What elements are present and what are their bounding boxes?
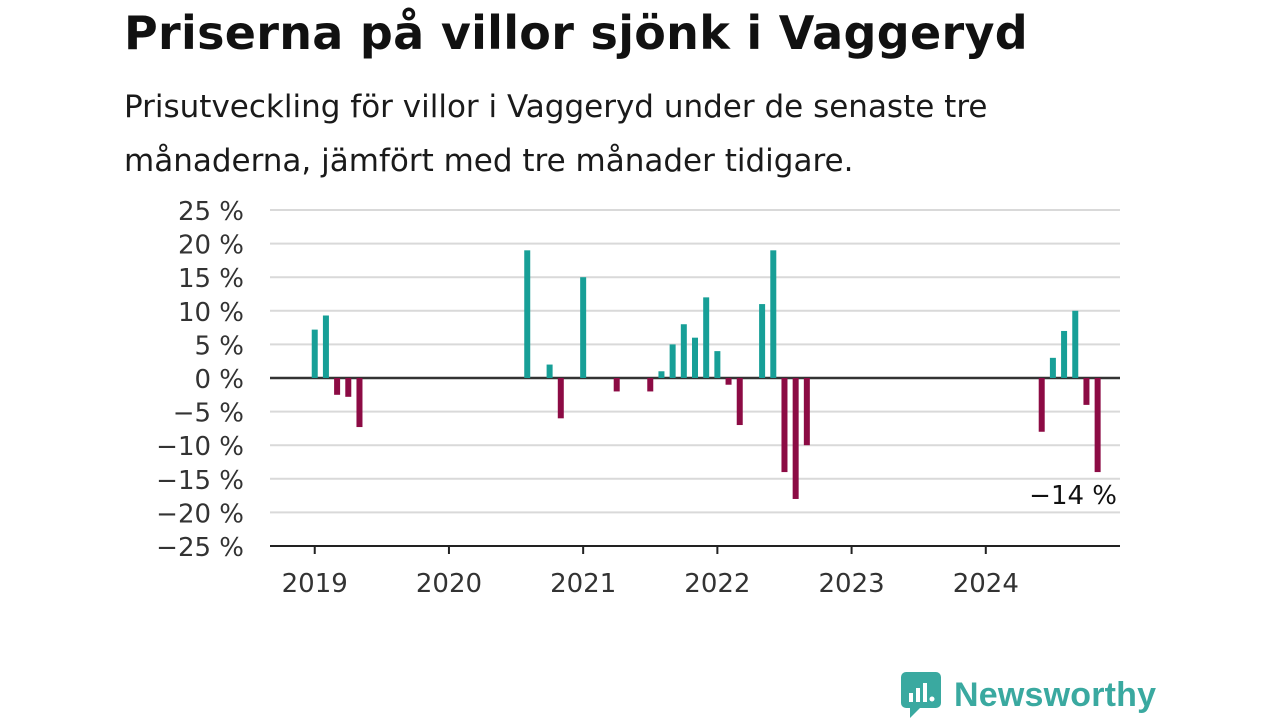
x-tick-label: 2023 [818,569,884,599]
bar [714,351,721,378]
bar [580,277,587,378]
bar [356,378,363,428]
bar [647,378,654,392]
y-tick-label: 15 % [178,264,244,294]
bar [546,364,553,378]
y-axis-labels: 25 % 20 %15 % 10 %5 % 0 % −5 %−10 % −15 %−20 … [156,197,244,563]
bar [803,378,810,446]
bar [322,315,329,378]
bar [770,250,777,378]
bar [613,378,620,392]
bars [311,250,1101,499]
newsworthy-logo-icon [901,672,941,718]
bar [680,324,687,378]
brand-logo: Newsworthy [900,670,1156,720]
bar [759,304,766,378]
bar [792,378,799,499]
x-axis: 2019 2020 2021 2022 2023 2024 [270,545,1120,599]
bar [1061,330,1068,378]
x-tick-label: 2020 [416,569,482,599]
page-title: Priserna på villor sjönk i Vaggeryd [124,6,1028,60]
x-tick-label: 2021 [550,569,616,599]
bar [669,344,676,378]
y-tick-label: −10 % [156,432,244,462]
x-tick-label: 2019 [282,569,348,599]
bar [658,371,665,378]
x-tick-label: 2024 [953,569,1019,599]
y-tick-label: −15 % [156,466,244,496]
y-tick-label: −20 % [156,499,244,529]
bar [557,378,564,419]
bar [345,378,352,397]
annotations: −14 % [1029,481,1117,511]
bar [311,329,318,378]
bar [781,378,788,473]
bar [1049,357,1056,378]
bar [736,378,743,426]
x-tick-label: 2022 [684,569,750,599]
bar [1072,310,1079,378]
y-tick-label: 25 % [178,197,244,227]
bar [1083,378,1090,405]
page-subtitle: Prisutveckling för villor i Vaggeryd und… [124,89,988,179]
bar [1038,378,1045,432]
y-tick-label: 20 % [178,231,244,261]
y-tick-label: 0 % [194,365,244,395]
y-tick-label: 10 % [178,298,244,328]
bar [524,250,531,378]
bar [725,378,732,385]
bar [1094,378,1101,473]
bar [692,337,698,378]
bar [703,297,710,378]
y-tick-label: 5 % [194,331,244,361]
bar [334,378,341,395]
brand-name: Newsworthy [954,675,1157,714]
annotation-label: −14 % [1029,481,1117,511]
y-tick-label: −25 % [156,533,244,563]
y-tick-label: −5 % [173,399,244,429]
